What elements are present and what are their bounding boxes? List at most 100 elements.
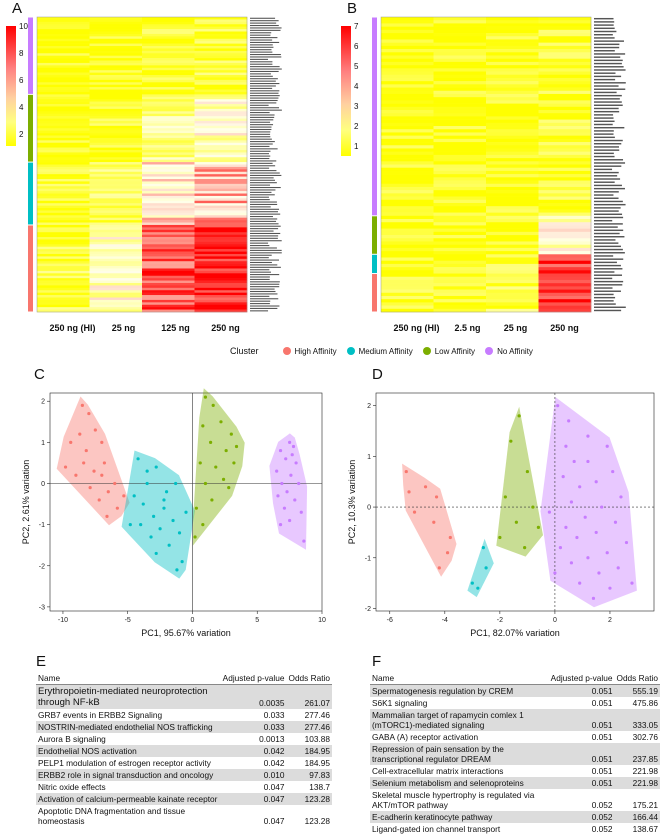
heatmap-cell xyxy=(538,145,592,149)
heatmap-cell xyxy=(486,93,539,98)
heatmap-cell xyxy=(37,241,90,245)
heatmap-cell xyxy=(142,275,195,279)
heatmap-cell xyxy=(194,181,248,185)
heatmap-cell xyxy=(433,23,487,27)
heatmap-cell xyxy=(538,183,592,188)
heatmap-cell xyxy=(194,232,248,235)
heatmap-cell xyxy=(194,227,248,231)
gene-label-mark xyxy=(250,51,273,53)
heatmap-cell xyxy=(89,17,143,20)
heatmap-cell xyxy=(142,249,195,252)
heatmap-cell xyxy=(538,190,592,194)
heatmap-cell xyxy=(486,29,539,34)
heatmap-cell xyxy=(37,33,90,37)
data-point xyxy=(280,481,284,486)
gene-label-mark xyxy=(250,235,279,237)
x-tick-label: -4 xyxy=(442,617,448,624)
heatmap-cell xyxy=(89,101,143,105)
heatmap-cell xyxy=(381,209,434,213)
heatmap-cell xyxy=(433,219,487,223)
heatmap-cell xyxy=(89,179,143,182)
heatmap-cell xyxy=(194,137,248,141)
heatmap-cell xyxy=(538,164,592,169)
heatmap-cell xyxy=(433,247,487,252)
heatmap-cell xyxy=(142,266,195,269)
gene-label-mark xyxy=(250,126,272,128)
heatmap-cell xyxy=(538,308,592,313)
heatmap-cell xyxy=(194,99,248,102)
heatmap-cell xyxy=(37,79,90,83)
heatmap-cell xyxy=(37,275,90,279)
heatmap-cell xyxy=(194,241,248,245)
gene-label-mark xyxy=(594,300,614,302)
heatmap-cell xyxy=(142,91,195,95)
heatmap-cell xyxy=(538,202,592,207)
heatmap-cell xyxy=(37,111,90,115)
heatmap-cell xyxy=(381,180,434,185)
heatmap-cell xyxy=(37,123,90,127)
heatmap-cell xyxy=(194,36,248,40)
heatmap-cell xyxy=(194,188,248,192)
heatmap-cell xyxy=(37,253,90,257)
x-tick-label: -10 xyxy=(58,617,68,624)
heatmap-cell xyxy=(433,209,487,213)
heatmap-cell xyxy=(486,273,539,278)
gene-label-mark xyxy=(250,261,272,264)
gene-label-mark xyxy=(250,257,269,259)
heatmap-cell xyxy=(486,52,539,56)
heatmap-cell xyxy=(433,167,487,172)
heatmap-cell xyxy=(89,258,143,262)
heatmap-cell xyxy=(433,109,487,114)
heatmap-cell xyxy=(37,266,90,269)
gene-label-mark xyxy=(250,252,282,254)
gene-label-mark xyxy=(250,247,277,249)
heatmap-cell xyxy=(89,43,143,47)
cluster-hull xyxy=(192,388,245,546)
heatmap-cell xyxy=(142,203,195,206)
table-row: E-cadherin keratinocyte pathway 0.052 166.… xyxy=(370,811,660,823)
heatmap-cell xyxy=(37,188,90,192)
heatmap-cell xyxy=(142,183,195,187)
heatmap-cell xyxy=(381,87,434,92)
heatmap-cell xyxy=(142,130,195,134)
data-point xyxy=(139,523,143,527)
data-point xyxy=(234,444,239,449)
data-point xyxy=(149,535,153,539)
y-tick-label: -1 xyxy=(39,522,45,529)
heatmap-cell xyxy=(381,273,434,278)
data-point xyxy=(211,403,215,407)
gene-label-mark xyxy=(250,75,273,77)
heatmap-cell xyxy=(89,166,143,170)
heatmap-cell xyxy=(538,225,592,229)
data-point xyxy=(536,525,540,529)
heatmap-cell xyxy=(433,84,487,88)
heatmap-cell xyxy=(538,109,592,114)
gene-label-mark xyxy=(250,276,270,278)
gene-label-mark xyxy=(250,211,278,213)
heatmap-cell xyxy=(89,89,143,93)
heatmap-cell xyxy=(486,42,539,47)
heatmap-cell xyxy=(381,305,434,310)
heatmap-cell xyxy=(194,251,248,255)
heatmap-cell xyxy=(194,304,248,308)
cluster-bar-medium-affinity xyxy=(28,162,33,225)
x-tick-label: 0 xyxy=(191,617,195,624)
heatmap-cell xyxy=(89,273,143,277)
heatmap-cell xyxy=(37,118,90,122)
gene-label-mark xyxy=(594,139,623,142)
data-point xyxy=(437,566,441,570)
heatmap-cell xyxy=(194,258,248,262)
heatmap-cell xyxy=(37,62,90,66)
heatmap-cell xyxy=(142,237,195,240)
heatmap-cell xyxy=(486,209,539,213)
heatmap-cell xyxy=(142,140,195,144)
heatmap-cell xyxy=(89,224,143,228)
heatmap-cell xyxy=(142,21,195,25)
gene-label-mark xyxy=(594,37,615,39)
heatmap-cell xyxy=(381,183,434,188)
y-tick-label: -3 xyxy=(39,604,45,611)
heatmap-cell xyxy=(89,91,143,95)
heatmap-cell xyxy=(486,126,539,130)
heatmap-cell xyxy=(486,238,539,242)
heatmap-cell xyxy=(538,84,592,88)
